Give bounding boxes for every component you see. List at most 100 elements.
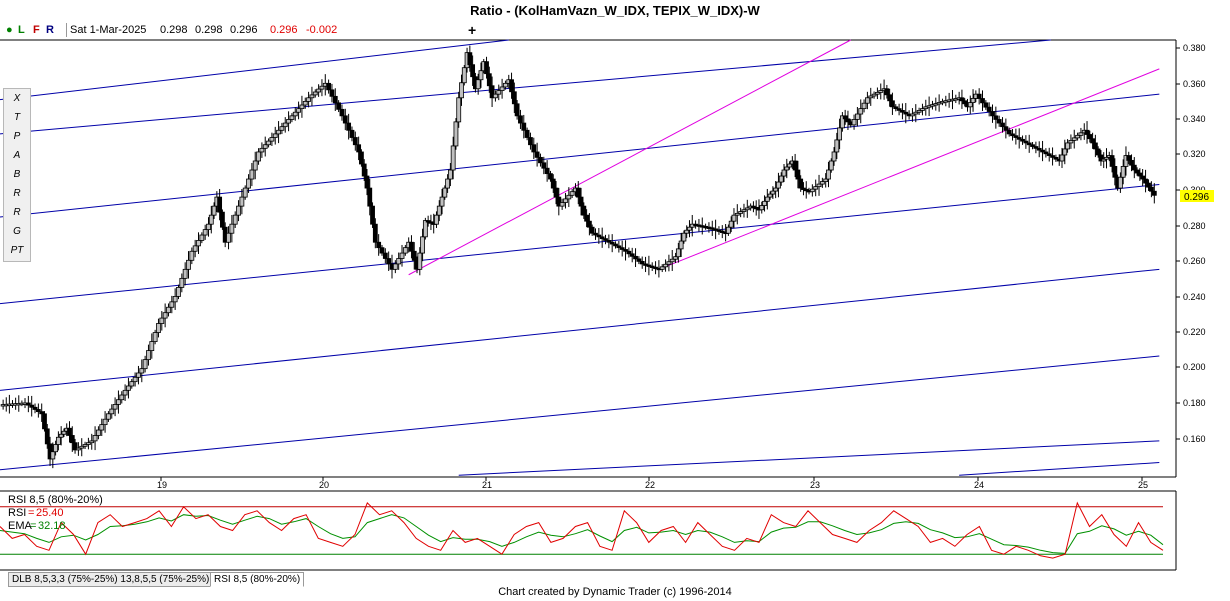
pitchfork-b-tool[interactable]: B bbox=[13, 169, 21, 180]
price-bar bbox=[229, 214, 235, 243]
tab-dlb[interactable]: DLB 8,5,3,3 (75%-25%) 13,8,5,5 (75%-25%) bbox=[8, 572, 214, 587]
price-bar-body bbox=[342, 115, 348, 124]
price-bar-body bbox=[132, 376, 138, 383]
price-bar bbox=[776, 172, 781, 198]
price-bar bbox=[613, 241, 618, 249]
price-bar bbox=[687, 220, 692, 238]
price-bar bbox=[192, 239, 198, 258]
price-bar bbox=[967, 95, 973, 114]
price-bar bbox=[581, 202, 587, 219]
price-bar-body bbox=[72, 442, 78, 451]
price-bar-body bbox=[1140, 175, 1146, 180]
rsi-header: RSI 8,5 (80%-20%) bbox=[8, 494, 103, 506]
price-bar bbox=[531, 137, 537, 160]
plus-icon[interactable]: + bbox=[468, 22, 477, 38]
price-bar-body bbox=[461, 67, 467, 84]
time-projection-tool[interactable]: PT bbox=[10, 245, 24, 256]
price-bar-body bbox=[589, 226, 595, 234]
price-bar bbox=[556, 187, 562, 216]
price-bar bbox=[436, 200, 442, 222]
x-tick-label: 23 bbox=[810, 480, 820, 490]
price-bar-body bbox=[566, 194, 572, 200]
flag-r[interactable]: R bbox=[46, 24, 54, 36]
price-bar bbox=[639, 256, 645, 269]
price-bar bbox=[878, 83, 884, 100]
tab-rsi[interactable]: RSI 8,5 (80%-20%) bbox=[210, 572, 305, 587]
price-bar bbox=[309, 86, 315, 106]
x-tick-label: 19 bbox=[157, 480, 167, 490]
channel-lines[interactable] bbox=[0, 39, 1160, 476]
price-bar bbox=[759, 201, 765, 214]
price-bar bbox=[1087, 130, 1093, 143]
price-bar bbox=[1143, 169, 1148, 193]
price-bar-body bbox=[633, 255, 638, 260]
price-bar-body bbox=[538, 156, 543, 164]
rsi-lines bbox=[0, 501, 1164, 559]
price-bar-body bbox=[359, 151, 364, 165]
price-bar-body bbox=[983, 102, 989, 108]
retracement-tool[interactable]: R bbox=[13, 188, 21, 199]
price-bar bbox=[734, 204, 740, 225]
price-bar bbox=[232, 211, 238, 228]
price-bar bbox=[129, 378, 135, 389]
price-bar bbox=[1059, 147, 1065, 169]
price-bar bbox=[578, 187, 584, 216]
rsi-plot-frame bbox=[0, 490, 1177, 571]
price-bar-body bbox=[119, 394, 125, 401]
price-bar bbox=[858, 99, 864, 124]
price-bar bbox=[1050, 147, 1055, 166]
price-bar-body bbox=[581, 205, 587, 216]
price-bar-body bbox=[1075, 134, 1080, 139]
price-bar-body bbox=[896, 108, 902, 111]
gann-fan-tool[interactable]: G bbox=[13, 226, 21, 237]
price-bar-body bbox=[236, 205, 241, 216]
price-bar bbox=[289, 113, 295, 123]
y-tick-label: 0.240 bbox=[1183, 292, 1206, 302]
flag-f[interactable]: F bbox=[33, 24, 40, 36]
price-bar bbox=[653, 261, 658, 275]
price-bar bbox=[99, 418, 105, 437]
ratio-channel-tool[interactable]: R bbox=[13, 207, 21, 218]
price-bar-body bbox=[893, 106, 899, 110]
price-bar-body bbox=[376, 241, 382, 249]
trendline-tool[interactable]: T bbox=[13, 112, 21, 123]
price-bar bbox=[499, 78, 505, 99]
delete-tool[interactable]: X bbox=[13, 93, 21, 104]
price-bar bbox=[845, 110, 851, 130]
price-bar-body bbox=[509, 79, 514, 93]
price-bar-body bbox=[484, 61, 489, 75]
price-bar bbox=[269, 132, 275, 146]
price-bar-body bbox=[486, 73, 492, 87]
price-bar bbox=[1033, 141, 1039, 154]
price-bar bbox=[851, 114, 857, 130]
price-bar bbox=[72, 438, 78, 454]
price-bar-body bbox=[626, 250, 632, 255]
parallel-tool[interactable]: P bbox=[13, 131, 21, 142]
price-bar bbox=[302, 97, 308, 109]
price-bar bbox=[1003, 118, 1009, 139]
price-bar-body bbox=[744, 207, 750, 211]
price-bar-body bbox=[35, 409, 41, 413]
price-bar bbox=[79, 438, 85, 457]
price-bar-body bbox=[29, 404, 35, 408]
price-bar-body bbox=[586, 220, 592, 228]
price-bar-body bbox=[541, 162, 547, 169]
price-bar bbox=[349, 126, 355, 142]
price-bar-body bbox=[302, 100, 308, 106]
price-bar-body bbox=[792, 160, 798, 171]
price-bar-body bbox=[900, 110, 905, 113]
price-bar bbox=[744, 199, 750, 218]
flag-l[interactable]: L bbox=[18, 24, 25, 36]
price-bar-body bbox=[1084, 129, 1090, 135]
price-bar-body bbox=[176, 286, 181, 297]
price-bar bbox=[663, 259, 668, 272]
price-bar-body bbox=[292, 111, 298, 117]
price-bar-body bbox=[272, 133, 278, 138]
price-bar bbox=[1098, 150, 1104, 166]
andrews-tool[interactable]: A bbox=[13, 150, 21, 161]
price-bar bbox=[787, 161, 792, 170]
price-bar-body bbox=[232, 214, 238, 225]
price-bar bbox=[801, 182, 806, 196]
price-bar bbox=[370, 202, 375, 228]
